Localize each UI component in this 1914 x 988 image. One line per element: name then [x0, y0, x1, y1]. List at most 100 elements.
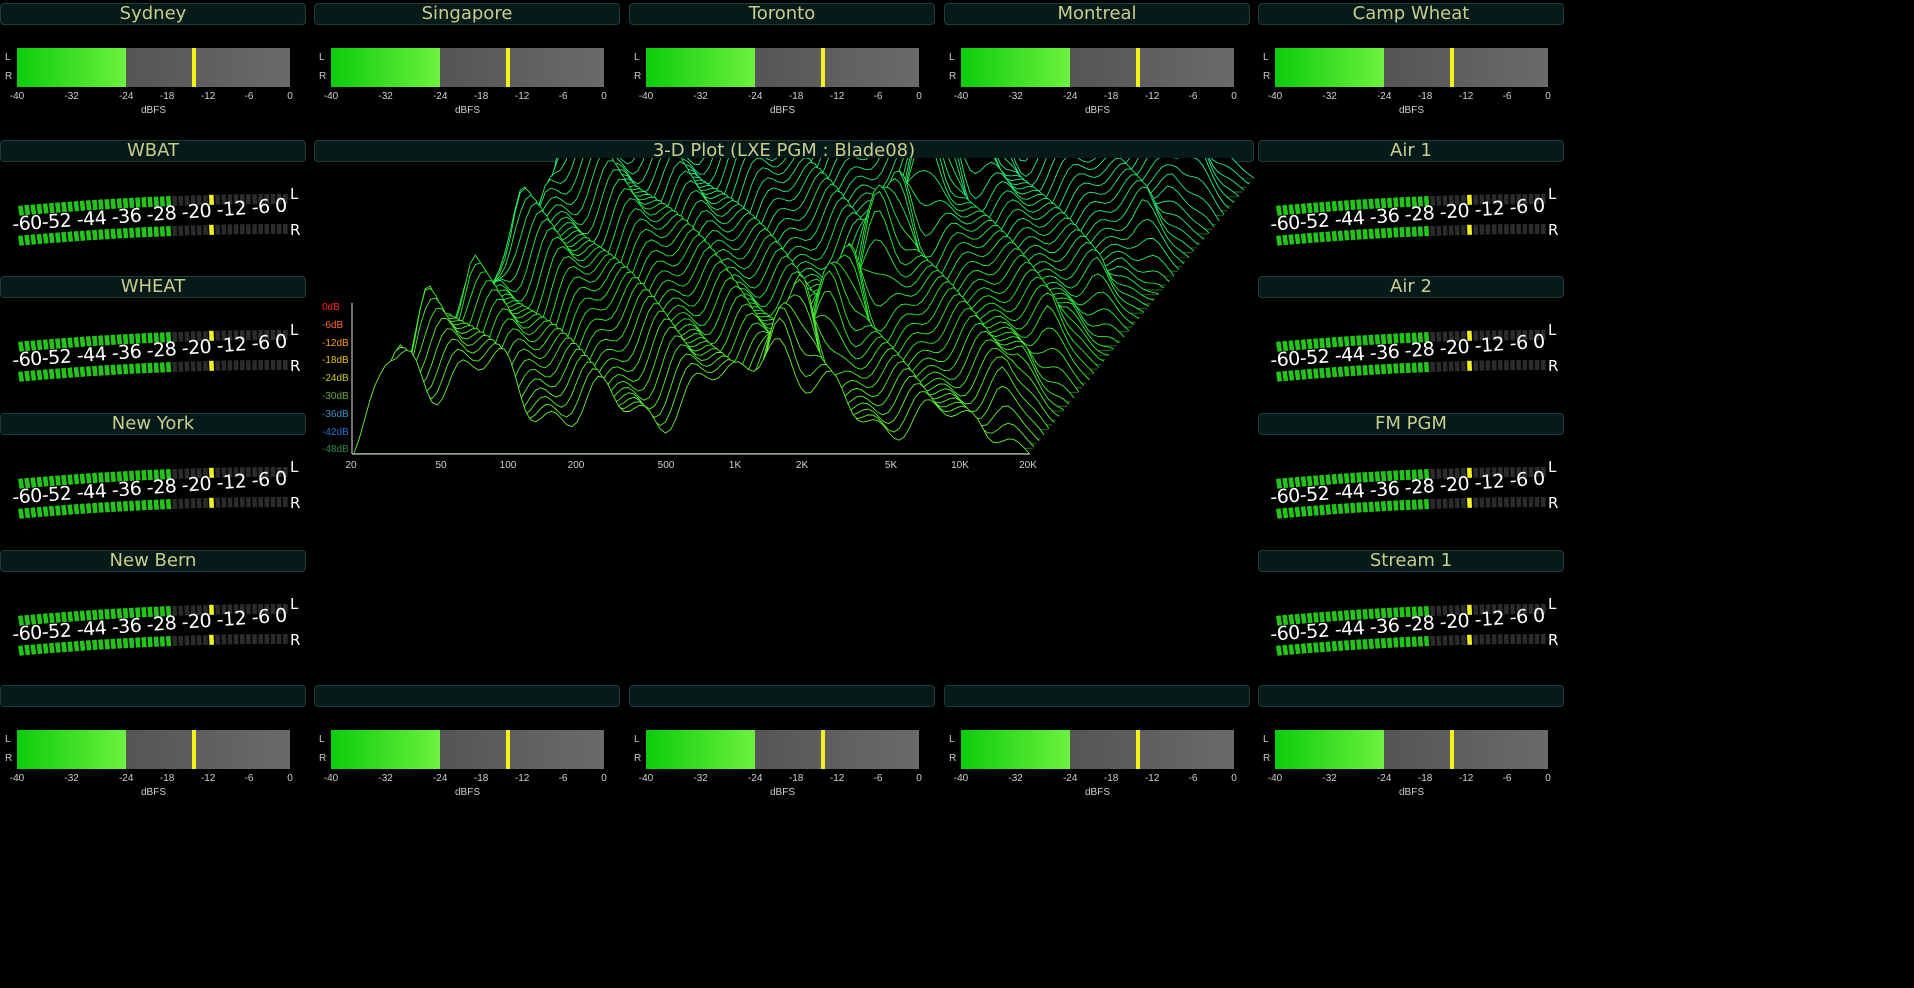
arc-meter-graphic — [17, 193, 288, 246]
meter-segment — [141, 607, 147, 618]
meter-segment — [79, 230, 86, 242]
meter-segment — [1534, 223, 1540, 234]
meter-segment — [104, 335, 110, 346]
meter-segment — [1331, 230, 1338, 242]
meter-segment — [1386, 227, 1393, 239]
scale-tick: 0 — [1231, 773, 1237, 784]
meter-top-5[interactable]: Camp Wheat L R -40 -32 -24 -18 -12 -6 0 dBFS — [1258, 3, 1564, 118]
meter-segment — [1541, 497, 1546, 507]
meter-segment — [122, 333, 129, 345]
peak-marker — [192, 48, 197, 68]
meter-segment — [178, 605, 184, 616]
meter-segment — [1497, 634, 1503, 645]
meter-segment — [1485, 497, 1491, 508]
meter-segment — [1313, 475, 1319, 486]
meter-segment — [1473, 634, 1479, 645]
channel-label-r: R — [949, 753, 957, 764]
level-remaining — [126, 67, 290, 87]
channel-label-r: R — [290, 494, 300, 512]
meter-segment — [178, 225, 184, 236]
meter-segment — [30, 614, 37, 625]
meter-segment — [1436, 331, 1442, 342]
meter-segment — [1319, 337, 1325, 349]
meter-segment — [1294, 506, 1301, 518]
meter-top-4[interactable]: Montreal L R -40 -32 -24 -18 -12 -6 0 dBFS — [944, 3, 1250, 118]
meter-segment — [1325, 231, 1332, 242]
level-fill — [17, 48, 127, 68]
scale-tick: -40 — [638, 91, 654, 102]
level-remaining — [1070, 48, 1234, 68]
meter-segment — [36, 476, 43, 488]
meter-top-3[interactable]: Toronto L R -40 -32 -24 -18 -12 -6 0 dBFS — [629, 3, 935, 118]
meter-top-2[interactable]: Singapore L R -40 -32 -24 -18 -12 -6 0 dBFS — [314, 3, 620, 118]
meter-top-1[interactable]: Sydney L R -40 -32 -24 -18 -12 -6 0 dBFS — [0, 3, 306, 118]
meter-segment — [1343, 473, 1350, 484]
peak-marker — [1467, 497, 1473, 508]
arc-meter-graphic — [1275, 603, 1546, 656]
meter-segment — [48, 338, 55, 350]
unit-label: dBFS — [140, 105, 167, 116]
meter-segment — [1448, 195, 1454, 206]
meter-segment — [147, 332, 153, 344]
meter-segment — [276, 466, 282, 477]
peak-marker — [208, 224, 215, 235]
meter-segment — [110, 198, 117, 210]
meter-segment — [1460, 330, 1466, 342]
meter-bottom-1[interactable]: L R -40 -32 -24 -18 -12 -6 0 dBFS — [0, 685, 306, 800]
meter-segment — [227, 360, 233, 371]
meter-bottom-3[interactable]: L R -40 -32 -24 -18 -12 -6 0 dBFS — [629, 685, 935, 800]
meter-segment — [1399, 363, 1405, 374]
meter-segment — [1288, 370, 1295, 381]
meter-segment — [1294, 613, 1301, 625]
meter-segment — [1454, 635, 1460, 646]
meter-segment — [1282, 507, 1289, 519]
meter-segment — [1319, 367, 1325, 379]
peak-marker — [208, 194, 215, 205]
meter-bottom-2[interactable]: L R -40 -32 -24 -18 -12 -6 0 dBFS — [314, 685, 620, 800]
meter-segment — [165, 195, 172, 207]
meter-segment — [67, 611, 74, 622]
meter-segment — [184, 498, 190, 509]
plot3d-panel[interactable]: 3-D Plot (LXE PGM : Blade08) — [314, 140, 1254, 540]
peak-marker — [506, 730, 511, 750]
meter-bottom-4[interactable]: L R -40 -32 -24 -18 -12 -6 0 dBFS — [944, 685, 1250, 800]
level-remaining — [1384, 749, 1548, 769]
scale-tick: -32 — [1008, 773, 1023, 784]
meter-segment — [1497, 194, 1503, 205]
meter-segment — [30, 370, 37, 381]
meter-segment — [135, 500, 141, 511]
meter-segment — [1430, 225, 1436, 237]
meter-segment — [1528, 466, 1534, 477]
freq-axis-label: 100 — [499, 460, 517, 471]
meter-segment — [1350, 502, 1356, 514]
meter-segment — [85, 230, 92, 241]
db-axis-label: -18dB — [322, 355, 349, 367]
channel-label-r: R — [634, 753, 642, 764]
peak-marker — [208, 634, 215, 645]
meter-segment — [128, 197, 135, 209]
peak-marker — [208, 360, 215, 371]
meter-segment — [1313, 612, 1319, 623]
peak-marker — [1466, 467, 1473, 478]
meter-segment — [141, 637, 147, 648]
meter-bottom-5[interactable]: L R -40 -32 -24 -18 -12 -6 0 dBFS — [1258, 685, 1564, 800]
scale-tick: -32 — [378, 91, 393, 102]
meter-segment — [246, 467, 251, 478]
meter-segment — [246, 634, 251, 645]
meter-segment — [1448, 331, 1454, 342]
meter-segment — [264, 330, 270, 341]
meter-segment — [42, 339, 49, 350]
meter-segment — [61, 337, 67, 349]
scale-tick: -32 — [693, 773, 708, 784]
meter-segment — [1430, 605, 1436, 617]
meter-segment — [24, 477, 31, 489]
meter-title: Camp Wheat — [1258, 3, 1564, 25]
